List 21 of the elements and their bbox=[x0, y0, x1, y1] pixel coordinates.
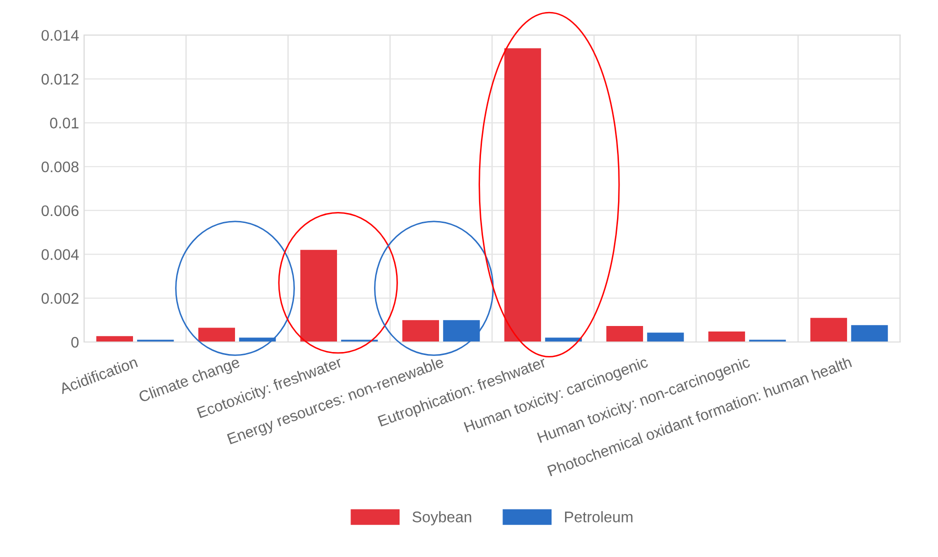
bar bbox=[606, 326, 644, 342]
y-tick-label: 0.008 bbox=[42, 161, 79, 172]
bar bbox=[647, 332, 684, 342]
bar bbox=[504, 48, 542, 342]
legend-label: Petroleum bbox=[565, 511, 632, 522]
y-tick-label: 0 bbox=[71, 336, 79, 348]
legend-label: Soybean bbox=[412, 511, 472, 526]
bar bbox=[402, 320, 440, 342]
bar bbox=[851, 325, 888, 342]
bar bbox=[96, 336, 134, 342]
bar bbox=[708, 331, 746, 342]
y-tick-label: 0.01 bbox=[50, 118, 78, 128]
bar bbox=[443, 320, 480, 342]
y-tick-label: 0.006 bbox=[42, 205, 79, 216]
y-tick-label: 0.012 bbox=[42, 74, 78, 85]
y-tick-label: 0.014 bbox=[42, 30, 79, 41]
y-tick-label: 0.002 bbox=[42, 293, 78, 304]
bar bbox=[810, 318, 848, 342]
bar bbox=[300, 250, 338, 342]
bar bbox=[198, 328, 236, 342]
y-tick-label: 0.004 bbox=[42, 249, 79, 260]
